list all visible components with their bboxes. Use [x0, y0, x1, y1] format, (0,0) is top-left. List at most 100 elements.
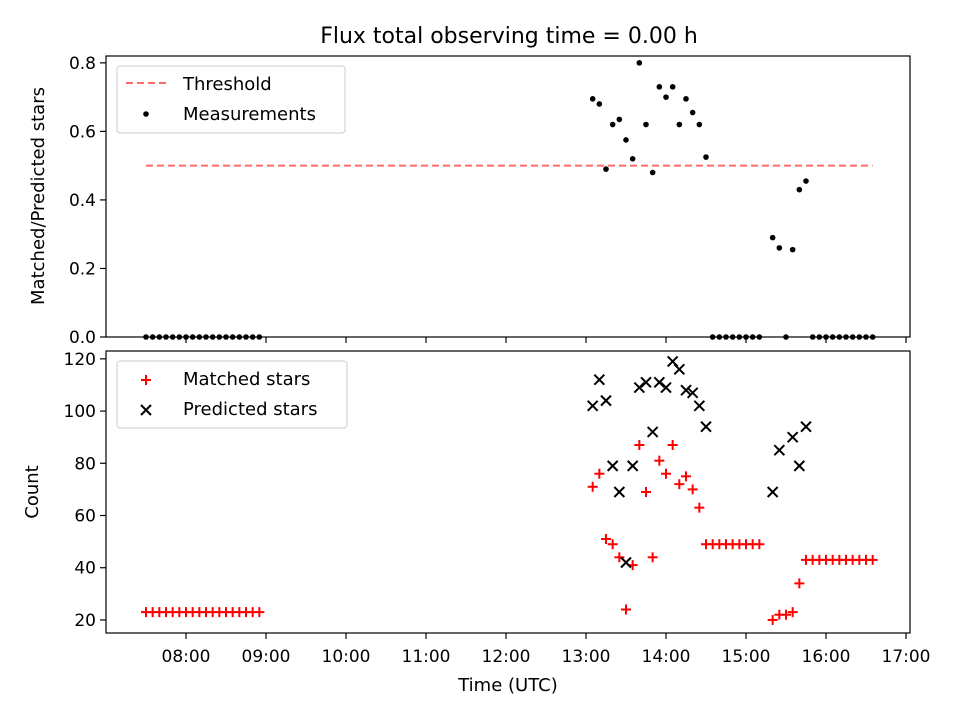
ratio-plot-frame — [105, 55, 911, 338]
predicted-point-b — [773, 444, 786, 456]
chart-title: Flux total observing time = 0.00 h — [320, 24, 698, 49]
measurement-point — [609, 121, 616, 128]
predicted-point — [660, 381, 672, 394]
matched-point — [681, 471, 691, 482]
measurement-point — [669, 84, 676, 90]
y-tick-label: 80 — [74, 454, 96, 474]
predicted-point-b — [606, 460, 619, 472]
predicted-point-b — [586, 400, 599, 412]
predicted-point-b — [646, 426, 659, 438]
count-y-ticks: 20 40 60 80 100 120 — [64, 350, 106, 631]
predicted-point-b — [660, 381, 672, 394]
matched-point — [614, 552, 625, 563]
measurement-point — [769, 234, 776, 241]
predicted-point — [793, 460, 806, 472]
measurement-point — [676, 121, 683, 128]
ratio-x-ticks — [185, 337, 907, 343]
x-tick-label: 13:00 — [562, 647, 611, 667]
x-tick-label: 08:00 — [162, 647, 211, 667]
predicted-point-b — [613, 486, 626, 498]
measurement-point — [616, 116, 623, 123]
x-tick-label: 17:00 — [882, 647, 931, 667]
predicted-point — [680, 384, 692, 396]
measurement-point — [796, 186, 803, 193]
predicted-point — [600, 394, 612, 407]
matched-point — [641, 487, 651, 497]
x-tick-label: 11:00 — [402, 647, 451, 667]
matched-point — [601, 534, 611, 544]
matched-point — [621, 604, 631, 615]
count-plot-frame — [105, 350, 911, 634]
count-x-ticks: 08:00 09:00 10:00 11:00 12:00 13:00 14:00 15:00… — [162, 633, 931, 667]
predicted-point-b — [600, 394, 612, 407]
measurement-point — [696, 121, 703, 128]
matched-point — [794, 578, 805, 589]
measurement-point — [629, 156, 636, 162]
predicted-point — [646, 426, 659, 438]
measurement-point — [689, 109, 696, 116]
matched-legend-label: Matched stars — [183, 369, 310, 390]
predicted-point — [686, 387, 699, 399]
count-legend-box — [116, 360, 348, 429]
predicted-point — [640, 376, 652, 389]
predicted-point-b — [786, 431, 799, 443]
y-tick-label: 0.8 — [69, 54, 96, 74]
predicted-point — [593, 374, 606, 386]
matched-point — [754, 539, 765, 550]
matched-point — [254, 607, 265, 618]
x-tick-label: 16:00 — [802, 647, 851, 667]
predicted-point — [800, 421, 812, 433]
ratio-legend: Threshold Measurements — [116, 65, 346, 134]
measurement-point — [589, 96, 596, 102]
y-tick-label: 20 — [74, 611, 96, 631]
y-tick-label: 0.0 — [69, 328, 96, 348]
measurement-point — [649, 169, 656, 176]
matched-point — [767, 614, 778, 625]
x-tick-label: 14:00 — [642, 647, 691, 667]
predicted-point-b — [673, 363, 686, 375]
predicted-point-b — [640, 376, 652, 389]
measurement-point — [703, 154, 709, 160]
ratio-y-label: Matched/Predicted stars — [28, 87, 49, 305]
ratio-axes: 0.00.20.40.60.8 Matched/Predicted stars … — [28, 54, 911, 348]
predicted-point-b — [693, 400, 706, 412]
matched-point — [587, 481, 598, 492]
ratio-y-ticks: 0.0 0.2 0.4 0.6 0.8 — [69, 54, 106, 348]
count-legend: Matched stars Predicted stars — [116, 360, 348, 429]
y-tick-label: 100 — [64, 402, 96, 422]
x-tick-label: 09:00 — [242, 647, 291, 667]
predicted-point — [620, 556, 632, 569]
measurement-point — [663, 94, 669, 100]
x-axis-label: Time (UTC) — [457, 675, 558, 696]
measurements-legend-label: Measurements — [183, 104, 316, 125]
measurement-point — [636, 60, 643, 66]
matched-point — [787, 607, 798, 618]
measurement-point — [803, 178, 809, 184]
matched-point — [694, 502, 705, 513]
x-tick-label: 10:00 — [322, 647, 371, 667]
matched-point — [674, 479, 685, 490]
matched-point — [667, 440, 678, 450]
matched-point — [607, 539, 618, 550]
measurement-point — [683, 96, 689, 102]
predicted-point — [653, 376, 666, 389]
ratio-legend-box — [116, 65, 346, 134]
predicted-legend-marker-b — [140, 404, 152, 416]
predicted-point — [613, 486, 626, 498]
matched-point — [634, 440, 645, 450]
x-tick-label: 15:00 — [722, 647, 771, 667]
matched-point — [781, 609, 791, 620]
predicted-point-b — [626, 460, 639, 472]
y-tick-label: 60 — [74, 507, 96, 527]
x-tick-label: 12:00 — [482, 647, 531, 667]
y-tick-label: 0.4 — [69, 191, 96, 211]
predicted-point — [606, 460, 619, 472]
predicted-point-b — [666, 355, 679, 368]
threshold-legend-label: Threshold — [182, 74, 272, 95]
predicted-point — [786, 431, 799, 443]
matched-point — [867, 554, 878, 565]
predicted-point — [693, 400, 706, 412]
predicted-point-b — [686, 387, 699, 399]
measurement-point — [603, 166, 609, 172]
